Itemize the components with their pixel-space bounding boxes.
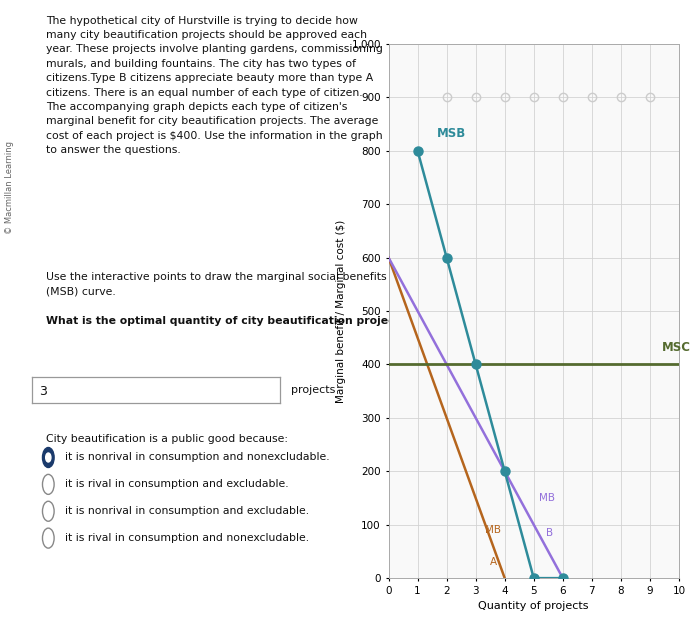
Text: projects: projects	[290, 385, 335, 395]
Circle shape	[46, 453, 51, 462]
Text: it is nonrival in consumption and nonexcludable.: it is nonrival in consumption and nonexc…	[64, 452, 329, 462]
X-axis label: Quantity of projects: Quantity of projects	[479, 601, 589, 611]
Text: MSC: MSC	[662, 341, 691, 354]
Text: City beautification is a public good because:: City beautification is a public good bec…	[46, 434, 288, 444]
Text: The hypothetical city of Hurstville is trying to decide how
many city beautifica: The hypothetical city of Hurstville is t…	[46, 16, 384, 155]
Circle shape	[43, 501, 54, 521]
Text: A: A	[489, 558, 496, 568]
Y-axis label: Marginal benefit / Marginal cost ($): Marginal benefit / Marginal cost ($)	[336, 219, 346, 402]
Text: MB: MB	[485, 526, 501, 536]
Text: MSB: MSB	[436, 127, 466, 140]
Text: 3: 3	[39, 385, 47, 398]
Text: it is nonrival in consumption and excludable.: it is nonrival in consumption and exclud…	[64, 506, 309, 516]
Text: What is the optimal quantity of city beautification projects?: What is the optimal quantity of city bea…	[46, 316, 413, 326]
Text: © Macmillan Learning: © Macmillan Learning	[5, 141, 13, 234]
Text: Use the interactive points to draw the marginal social benefits
(MSB) curve.: Use the interactive points to draw the m…	[46, 272, 387, 296]
Circle shape	[43, 528, 54, 548]
Text: it is rival in consumption and nonexcludable.: it is rival in consumption and nonexclud…	[64, 533, 309, 543]
Text: B: B	[546, 528, 553, 538]
Circle shape	[43, 474, 54, 494]
Text: MB: MB	[539, 493, 555, 503]
Text: it is rival in consumption and excludable.: it is rival in consumption and excludabl…	[64, 479, 288, 489]
Circle shape	[43, 448, 54, 468]
